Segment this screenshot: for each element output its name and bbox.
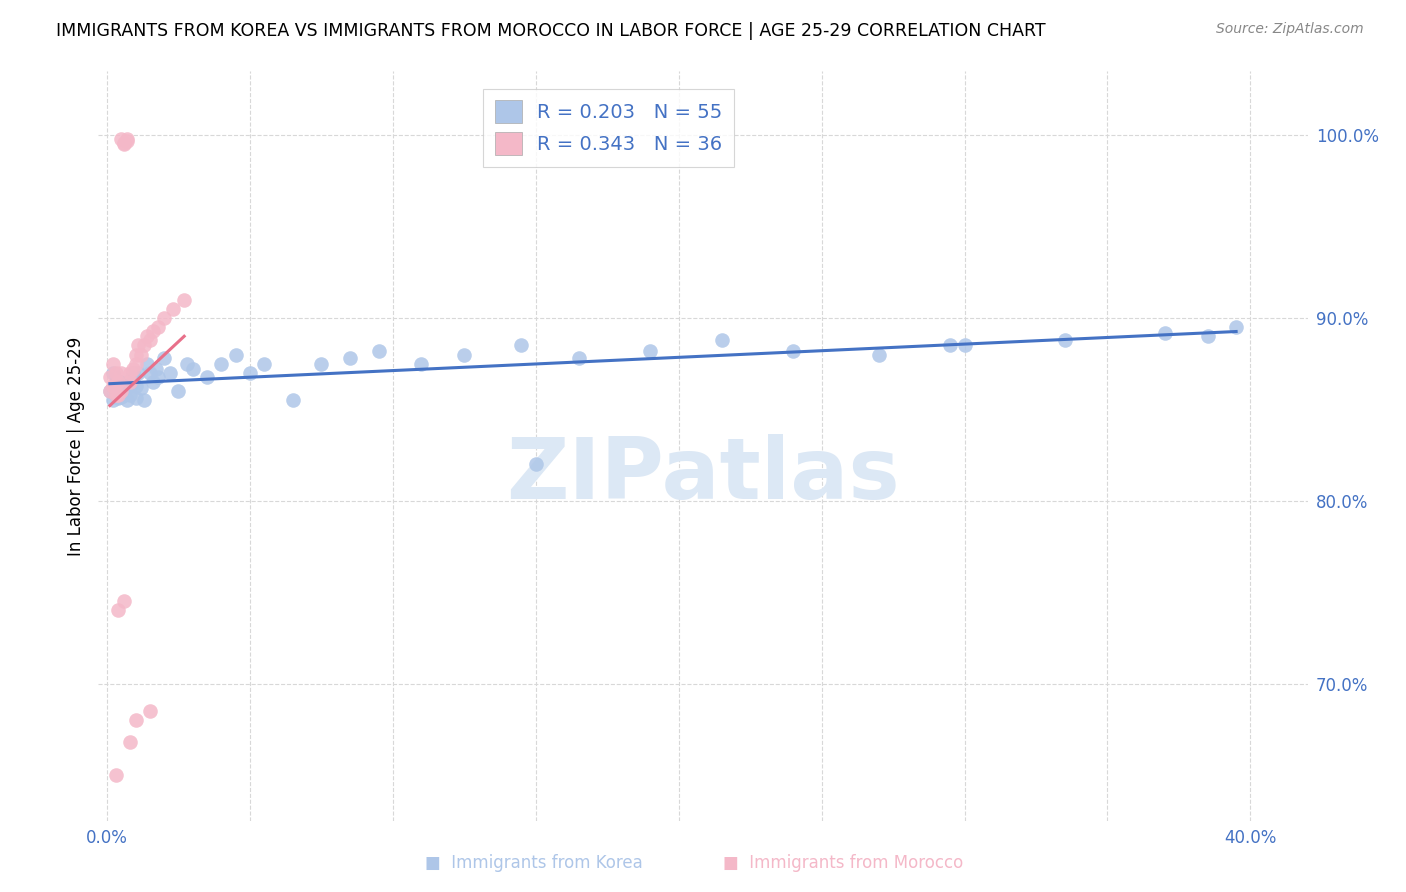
Point [98,384,121,399]
Point [225,348,247,362]
Point [101,393,124,408]
Point [311,357,333,371]
Point [510,338,533,352]
Point [107,392,129,406]
Point [153,311,176,326]
Point [110,375,132,389]
Point [129,348,152,362]
Point [142,324,165,338]
Point [134,393,156,408]
Point [110,366,132,380]
Point [139,704,162,718]
Point [127,366,149,380]
Point [110,132,132,146]
Point [139,366,162,380]
Point [107,388,129,402]
Point [524,457,547,471]
Point [101,378,124,392]
Point [98,369,121,384]
Point [118,375,141,389]
Point [107,603,129,617]
Point [167,384,190,399]
Point [118,366,141,380]
Point [239,366,262,380]
Point [136,329,159,343]
Point [142,375,165,389]
Point [1197,329,1219,343]
Point [104,768,127,782]
Text: ■  Immigrants from Korea: ■ Immigrants from Korea [426,855,643,872]
Point [104,388,127,402]
Point [112,136,135,150]
Point [253,357,276,371]
Point [124,392,146,406]
Point [195,369,218,384]
Point [782,343,804,358]
Point [181,362,204,376]
Point [173,293,195,307]
Point [153,351,176,366]
Y-axis label: In Labor Force | Age 25-29: In Labor Force | Age 25-29 [66,336,84,556]
Point [124,713,146,727]
Point [110,384,132,399]
Point [107,380,129,394]
Point [115,134,138,148]
Point [953,338,976,352]
Point [339,351,361,366]
Point [115,375,138,389]
Point [124,357,146,371]
Point [638,343,661,358]
Text: Source: ZipAtlas.com: Source: ZipAtlas.com [1216,22,1364,37]
Point [124,378,146,392]
Point [136,357,159,371]
Point [939,338,962,352]
Point [453,348,475,362]
Legend: R = 0.203   N = 55, R = 0.343   N = 36: R = 0.203 N = 55, R = 0.343 N = 36 [484,88,734,167]
Point [121,362,143,376]
Point [148,320,170,334]
Point [98,384,121,399]
Text: ZIPatlas: ZIPatlas [506,434,900,517]
Point [101,357,124,371]
Point [162,301,184,316]
Point [134,338,156,352]
Point [104,366,127,380]
Point [129,380,152,394]
Point [568,351,591,366]
Text: ■  Immigrants from Morocco: ■ Immigrants from Morocco [724,855,963,872]
Point [115,132,138,146]
Point [112,594,135,608]
Point [118,388,141,402]
Point [127,338,149,352]
Point [868,348,890,362]
Point [411,357,433,371]
Point [367,343,389,358]
Point [104,375,127,389]
Text: IMMIGRANTS FROM KOREA VS IMMIGRANTS FROM MOROCCO IN LABOR FORCE | AGE 25-29 CORR: IMMIGRANTS FROM KOREA VS IMMIGRANTS FROM… [56,22,1046,40]
Point [104,388,127,402]
Point [1225,320,1247,334]
Point [118,378,141,392]
Point [110,390,132,404]
Point [115,393,138,408]
Point [139,333,162,347]
Point [101,366,124,380]
Point [107,375,129,389]
Point [148,369,170,384]
Point [124,348,146,362]
Point [112,388,135,402]
Point [159,366,181,380]
Point [176,357,198,371]
Point [1053,333,1076,347]
Point [710,333,733,347]
Point [1153,326,1175,340]
Point [209,357,232,371]
Point [145,362,167,376]
Point [112,137,135,152]
Point [281,393,304,408]
Point [118,735,141,749]
Point [112,380,135,394]
Point [121,366,143,380]
